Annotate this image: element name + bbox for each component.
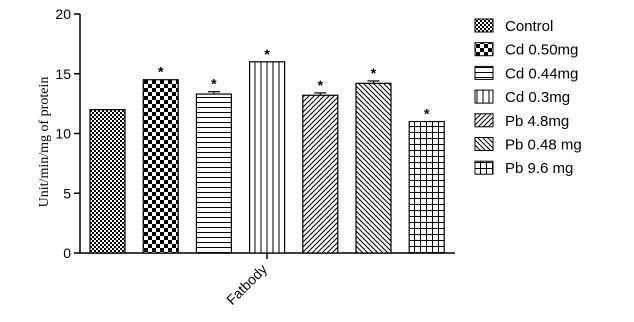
legend-swatch (474, 18, 494, 33)
legend-label: Cd 0.50mg (505, 42, 578, 59)
y-tick-label: 20 (55, 6, 71, 22)
y-tick-label: 0 (63, 245, 71, 261)
bar (355, 82, 392, 254)
legend-label: Pb 0.48 mg (505, 137, 582, 154)
bar (142, 79, 179, 254)
significance-label: * (211, 76, 217, 92)
legend-label: Pb 4.8mg (505, 113, 569, 130)
y-tick-label: 5 (63, 185, 71, 201)
legend-label: Control (505, 18, 553, 35)
bar (302, 94, 339, 254)
legend-label: Pb 9.6 mg (505, 160, 573, 177)
y-tick-label: 15 (55, 66, 71, 82)
y-tick-label: 10 (55, 126, 71, 142)
x-tick-label: Fatbody (223, 261, 270, 308)
bar (195, 93, 232, 254)
legend-swatch (474, 65, 494, 80)
bar (249, 61, 286, 254)
legend-swatch (474, 137, 494, 151)
legend-swatch (474, 160, 494, 175)
legend-swatch (474, 113, 494, 128)
significance-label: * (158, 64, 164, 80)
y-axis-title: Unit/min/mg of protein (37, 77, 52, 208)
bar (408, 120, 445, 254)
significance-label: * (264, 46, 270, 62)
legend: Control Cd 0.50mg Cd 0.44mg Cd 0.3mg Pb 4.8m… (474, 18, 582, 177)
bars: * * * * * * (89, 46, 445, 254)
legend-label: Cd 0.44mg (505, 65, 578, 82)
significance-label: * (318, 77, 324, 93)
legend-swatch (474, 42, 494, 57)
significance-label: * (424, 106, 430, 122)
significance-label: * (371, 65, 377, 81)
bar (89, 108, 126, 254)
legend-label: Cd 0.3mg (505, 89, 570, 106)
legend-swatch (474, 89, 494, 104)
axes: 0 5 10 15 20 (55, 6, 455, 261)
